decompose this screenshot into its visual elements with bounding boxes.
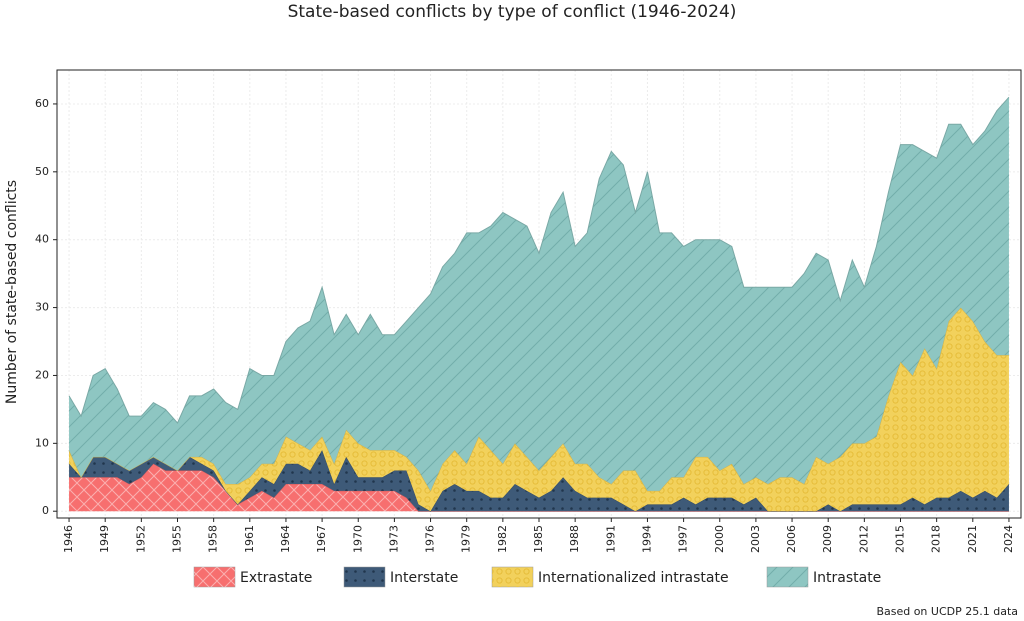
area-pattern [69, 307, 1009, 512]
y-tick-label: 0 [42, 504, 49, 517]
legend-swatch-pattern [492, 567, 533, 587]
x-tick-label: 1967 [315, 525, 328, 553]
legend-swatch-pattern [344, 567, 385, 587]
area-pattern [69, 450, 1009, 512]
legend-item: Interstate [343, 566, 458, 588]
x-tick-label: 2021 [966, 525, 979, 553]
x-tick-label: 1970 [351, 525, 364, 553]
source-note: Based on UCDP 25.1 data [876, 605, 1018, 618]
x-tick-label: 2006 [785, 525, 798, 553]
x-tick-label: 1982 [496, 525, 509, 553]
x-tick-label: 1949 [98, 525, 111, 553]
x-tick-label: 1973 [387, 525, 400, 553]
legend-label: Intrastate [813, 570, 881, 586]
x-tick-label: 2003 [749, 525, 762, 553]
y-tick-label: 50 [35, 165, 49, 178]
x-tick-label: 1952 [134, 525, 147, 553]
legend-label: Internationalized intrastate [538, 570, 729, 586]
x-tick-label: 1997 [677, 525, 690, 553]
y-tick-label: 10 [35, 436, 49, 449]
legend-swatch-pattern [194, 567, 235, 587]
x-tick-label: 2009 [821, 525, 834, 553]
x-tick-label: 1961 [243, 525, 256, 553]
y-tick-label: 30 [35, 301, 49, 314]
x-tick-label: 2012 [857, 525, 870, 553]
x-tick-label: 1994 [640, 525, 653, 553]
x-tick-label: 1991 [604, 525, 617, 553]
y-tick-label: 60 [35, 97, 49, 110]
x-tick-label: 2015 [894, 525, 907, 553]
x-tick-label: 1958 [207, 525, 220, 553]
y-tick-label: 40 [35, 233, 49, 246]
x-tick-label: 2024 [1002, 525, 1015, 553]
legend-label: Extrastate [240, 570, 312, 586]
x-tick-label: 1988 [568, 525, 581, 553]
legend-swatch-pattern [767, 567, 808, 587]
x-tick-label: 2000 [713, 525, 726, 553]
x-tick-label: 1946 [62, 525, 75, 553]
area-edge [68, 96, 1010, 424]
area-pattern [69, 463, 1009, 512]
area-pattern [69, 97, 1009, 491]
legend-item: Internationalized intrastate [491, 566, 729, 588]
legend-item: Intrastate [766, 566, 881, 588]
chart-title: State-based conflicts by type of conflic… [288, 2, 737, 22]
y-axis-label: Number of state-based conflicts [4, 180, 20, 404]
legend-item: Extrastate [193, 566, 312, 588]
x-tick-label: 1985 [532, 525, 545, 553]
x-tick-label: 1979 [460, 525, 473, 553]
x-tick-label: 1976 [424, 525, 437, 553]
y-tick-label: 20 [35, 368, 49, 381]
legend-label: Interstate [390, 570, 458, 586]
x-tick-label: 1964 [279, 525, 292, 553]
x-tick-label: 2018 [930, 525, 943, 553]
x-tick-label: 1955 [171, 525, 184, 553]
